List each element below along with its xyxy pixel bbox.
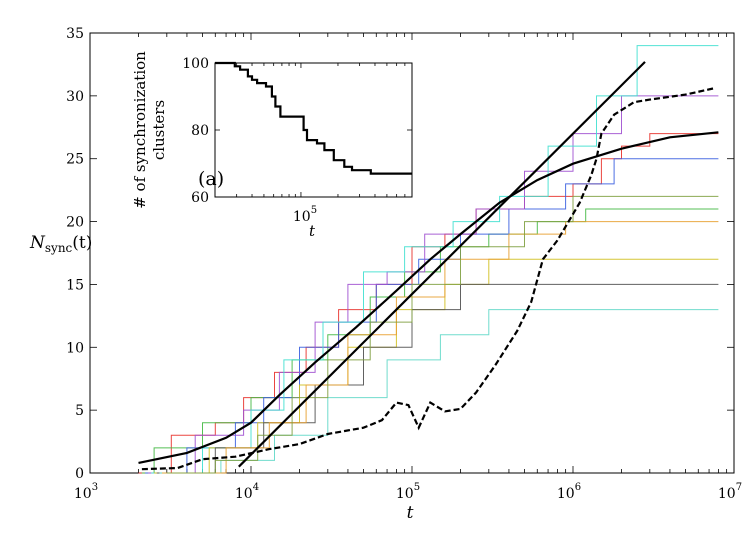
inset-annotation: (a) — [198, 168, 224, 190]
inset-ticks — [214, 62, 413, 198]
inset-x-axis-label: t — [309, 222, 316, 240]
y-tick-label: 25 — [66, 152, 84, 168]
series-run-yellow — [154, 258, 719, 474]
y-tick-label: 15 — [66, 277, 84, 293]
main-ticks — [89, 32, 735, 474]
y-tick-label: 60 — [191, 190, 209, 206]
series-run-olive — [166, 195, 719, 474]
x-tick-label-1e4: 104 — [235, 482, 259, 502]
series-log-linear-fit — [238, 61, 646, 468]
main-x-axis-label: t — [407, 503, 414, 523]
y-tick-label: 20 — [66, 215, 84, 231]
inset-series-group — [215, 61, 412, 175]
series-run-cyan — [151, 45, 719, 474]
main-series-group — [138, 45, 719, 474]
series-run-gray — [156, 283, 719, 474]
y-tick-label: 35 — [66, 26, 84, 42]
main-y-tick-labels: 0 5 10 15 20 25 30 35 — [66, 26, 84, 482]
y-tick-label: 100 — [182, 56, 209, 72]
inset-x-tick-label-1e5: 105 — [293, 205, 317, 225]
x-tick-label-1e5: 105 — [396, 482, 420, 502]
inset-y-axis-label-line2: clusters — [150, 100, 168, 160]
y-tick-label: 0 — [75, 466, 84, 482]
series-clusters — [215, 61, 412, 175]
y-tick-label: 10 — [66, 340, 84, 356]
series-dashed-curve — [141, 87, 715, 471]
series-run-aqua — [159, 309, 719, 474]
y-tick-label: 80 — [191, 123, 209, 139]
x-tick-label-1e6: 106 — [557, 482, 581, 502]
inset-y-tick-labels: 60 80 100 — [182, 56, 209, 206]
y-tick-label: 30 — [66, 89, 84, 105]
main-x-tick-labels: 103 104 105 106 107 — [74, 482, 742, 502]
series-run-blue — [145, 158, 719, 474]
y-tick-label: 5 — [75, 403, 84, 419]
inset-y-axis-label-line1: # of synchronization — [131, 51, 149, 209]
x-tick-label-1e3: 103 — [74, 482, 98, 502]
x-tick-label-1e7: 107 — [718, 482, 742, 502]
main-y-axis-label: Nsync(t) — [29, 233, 92, 255]
series-run-purple — [148, 95, 719, 474]
series-run-green — [141, 208, 719, 474]
